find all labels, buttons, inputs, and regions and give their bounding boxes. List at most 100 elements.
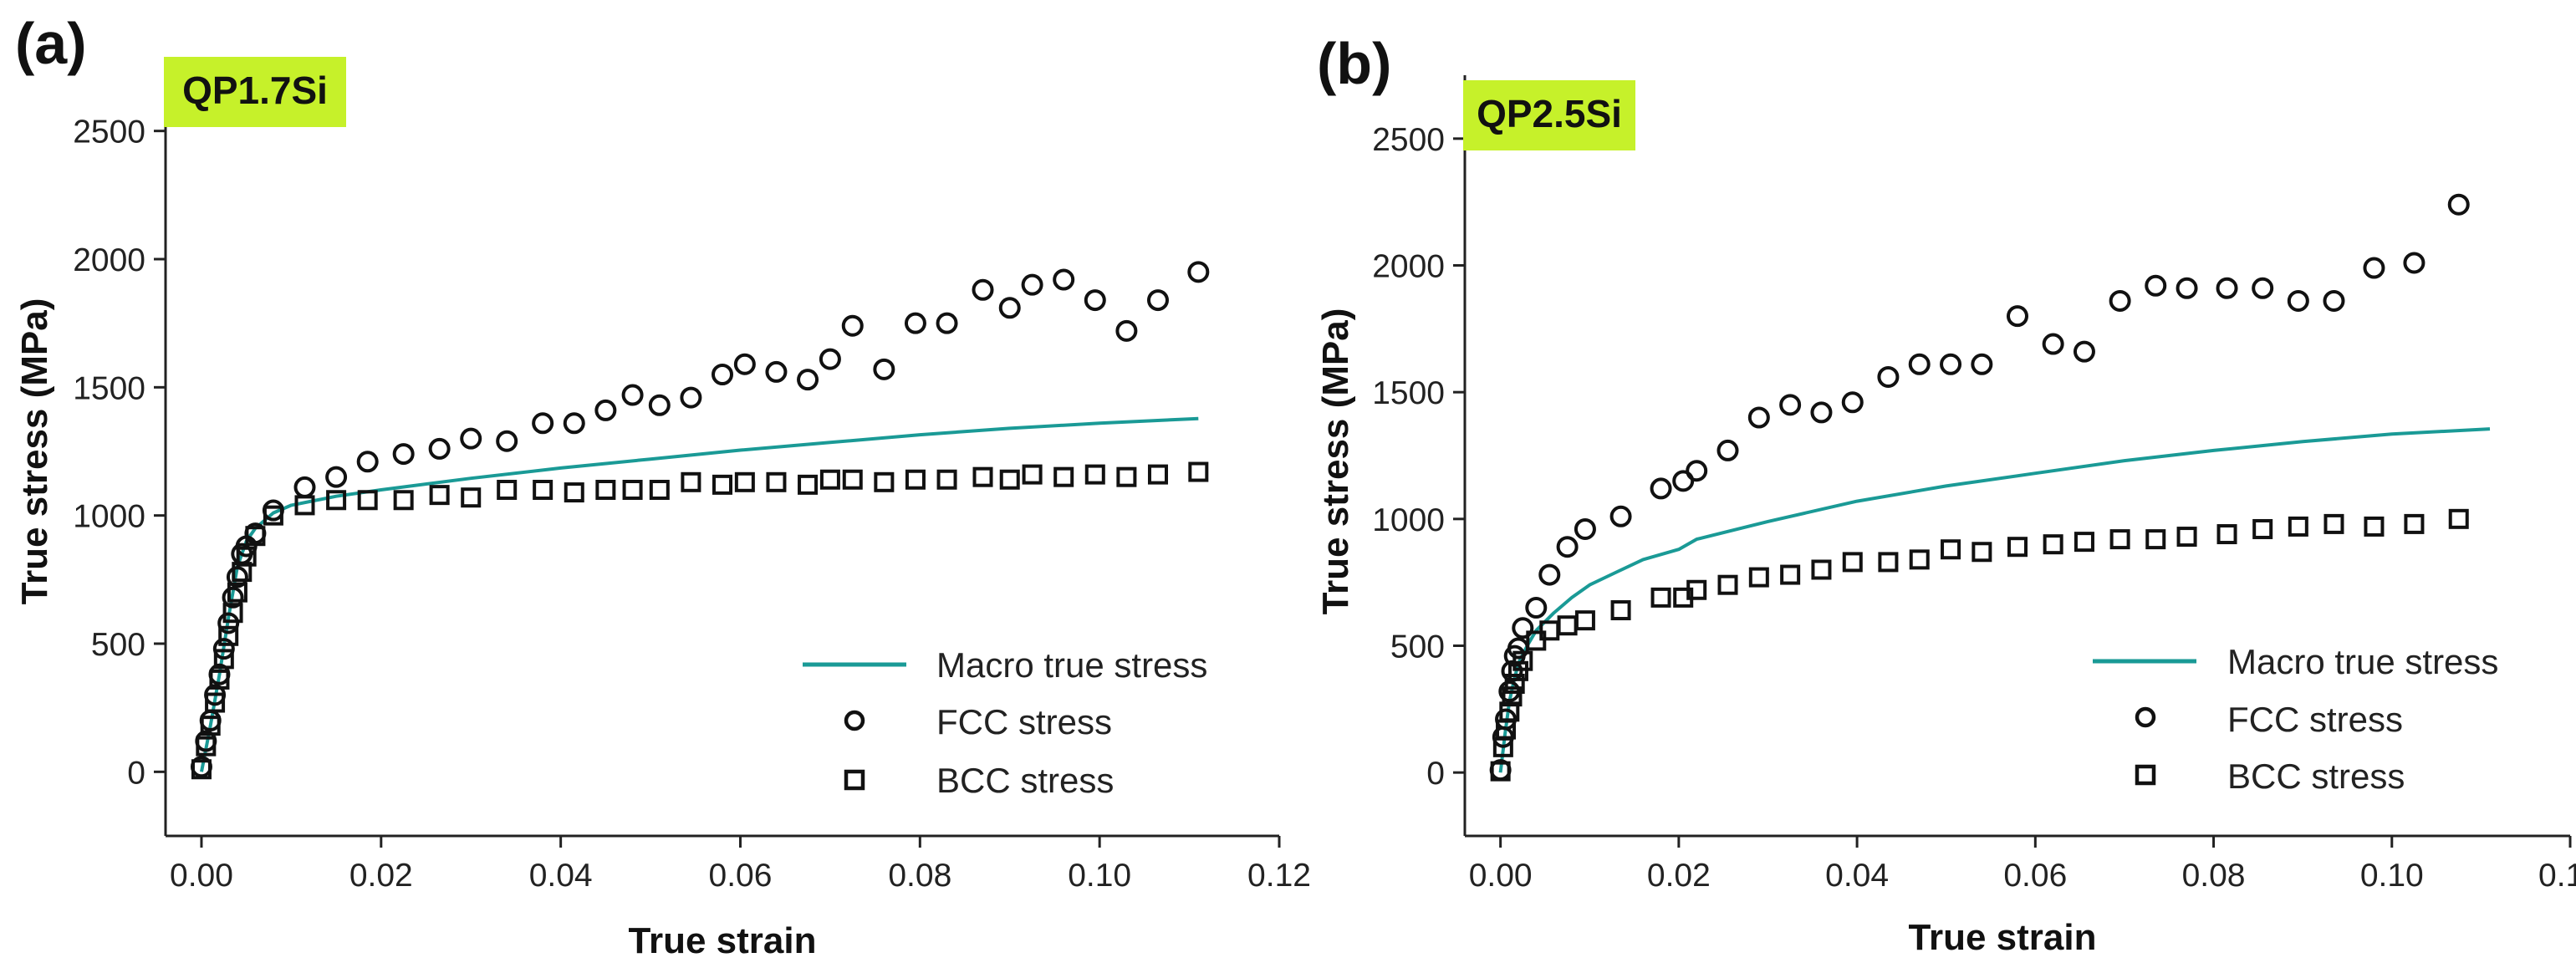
x-tick-label: 0.02 — [1647, 858, 1711, 894]
fcc-stress-point — [733, 353, 756, 375]
bcc-stress-point — [1147, 464, 1168, 485]
bcc-stress-point — [2324, 513, 2344, 534]
bcc-stress-point — [2364, 516, 2385, 537]
fcc-stress-point — [2073, 340, 2095, 363]
x-tick-label: 0.08 — [2182, 858, 2246, 894]
fcc-stress-point — [1971, 353, 1993, 375]
legend-label-fcc: FCC stress — [936, 702, 1112, 741]
fcc-stress-point — [712, 364, 733, 385]
bcc-stress-point — [1780, 564, 1801, 585]
sample-tag-background — [1463, 80, 1635, 150]
x-tick-label: 0.04 — [1825, 858, 1889, 894]
bcc-stress-point — [1878, 552, 1899, 573]
plot-area: 0.00 0.02 0.04 0.06 0.08 0.10 0.12 0 500 1000 1500… — [1372, 75, 2576, 894]
y-tick-label: 0 — [127, 755, 145, 791]
legend-swatch-bcc — [844, 769, 865, 791]
fcc-stress-point — [1686, 460, 1708, 482]
fcc-stress-point — [1512, 617, 1534, 639]
bcc-stress-point — [2043, 534, 2063, 555]
fcc-stress-point — [648, 394, 671, 416]
x-axis-title: True strain — [629, 920, 817, 961]
bcc-stress-point — [819, 469, 840, 490]
fcc-stress-point — [325, 466, 348, 488]
fcc-stress-point — [1779, 394, 1802, 416]
bcc-stress-point — [842, 469, 863, 490]
fcc-stress-point — [797, 369, 819, 391]
fcc-stress-point — [460, 427, 482, 450]
fcc-stress-point — [2403, 252, 2426, 274]
y-tick-label: 1500 — [1372, 375, 1445, 411]
bcc-stress-point — [461, 487, 482, 508]
y-tick-label: 2000 — [1372, 249, 1445, 285]
bcc-stress-point — [2252, 518, 2273, 539]
bcc-stress-point — [1490, 761, 1511, 782]
panel-label: (b) — [1317, 31, 1391, 96]
panel-b: 0.00 0.02 0.04 0.06 0.08 0.10 0.12 0 500 1000 1500… — [1315, 31, 2576, 958]
x-tick-label: 0.04 — [529, 858, 593, 894]
bcc-stress-point — [209, 669, 230, 690]
fcc-stress-point — [998, 297, 1021, 319]
bcc-stress-point — [564, 482, 584, 503]
fcc-stress-point — [1747, 406, 1770, 429]
bcc-stress-point — [2176, 527, 2197, 548]
fcc-stress-point — [2252, 277, 2274, 299]
fcc-stress-point — [532, 412, 554, 435]
fcc-stress-point — [1672, 470, 1695, 492]
fcc-stress-point — [841, 314, 864, 337]
panel-a: 0.00 0.02 0.04 0.06 0.08 0.10 0.12 0 500 1000 1500… — [14, 11, 1311, 961]
y-tick-label: 0 — [1426, 756, 1445, 792]
bcc-stress-point — [1748, 567, 1769, 588]
bcc-stress-point — [533, 480, 553, 500]
y-tick-label: 1500 — [73, 370, 145, 406]
bcc-stress-point — [326, 490, 347, 511]
bcc-stress-point — [622, 480, 643, 500]
bcc-stress-point — [196, 736, 217, 756]
fcc-stress-point — [496, 430, 518, 452]
fcc-stress-point — [1609, 505, 1632, 527]
bcc-stress-point — [2288, 516, 2308, 537]
legend-swatch-bcc — [2135, 764, 2156, 786]
bcc-stress-point — [1502, 686, 1523, 707]
x-tick-label: 0.08 — [888, 858, 951, 894]
legend-swatch-fcc — [844, 710, 865, 731]
fcc-stress-point — [1556, 536, 1579, 558]
bcc-stress-point — [191, 759, 212, 780]
x-tick-label: 0.00 — [170, 858, 233, 894]
bcc-stress-point — [2448, 508, 2469, 529]
fcc-stress-point — [2176, 277, 2198, 299]
bcc-stress-point — [1717, 574, 1738, 595]
fcc-stress-point — [2447, 193, 2470, 216]
fcc-stress-point — [1650, 477, 1672, 500]
x-axis-title: True strain — [1909, 917, 2097, 958]
bcc-stress-point — [222, 603, 243, 624]
bcc-stress-point — [595, 480, 616, 500]
panel-label: (a) — [15, 11, 87, 76]
bcc-stress-point — [1507, 660, 1528, 681]
fcc-stress-point — [904, 312, 926, 334]
bcc-stress-point — [1053, 466, 1074, 487]
x-tick-label: 0.10 — [2360, 858, 2424, 894]
fcc-stress-point — [2109, 289, 2131, 312]
x-tick-label: 0.02 — [349, 858, 413, 894]
fcc-stress-point — [2007, 305, 2028, 328]
x-tick-label: 0.12 — [1247, 858, 1311, 894]
bcc-stress-point — [1557, 615, 1578, 636]
fcc-stress-point — [217, 612, 240, 634]
fcc-stress-point — [428, 437, 451, 460]
bcc-stress-point — [1526, 630, 1547, 651]
sample-tag: QP1.7Si — [182, 69, 328, 112]
fcc-stress-point — [1908, 353, 1931, 375]
fcc-stress-point — [1940, 353, 1962, 375]
bcc-stress-point — [1909, 549, 1930, 570]
bcc-stress-point — [874, 471, 895, 492]
fcc-stress-point — [1841, 391, 1864, 414]
bcc-stress-point — [1084, 464, 1105, 485]
bcc-stress-point — [205, 692, 226, 713]
fcc-stress-point — [1716, 439, 1739, 461]
bcc-stress-point — [263, 505, 283, 526]
bcc-stress-point — [2007, 537, 2028, 558]
y-tick-label: 2000 — [73, 242, 145, 278]
bcc-stress-point — [712, 474, 732, 495]
bcc-stress-point — [1116, 466, 1137, 487]
bcc-stress-point — [2216, 524, 2237, 545]
